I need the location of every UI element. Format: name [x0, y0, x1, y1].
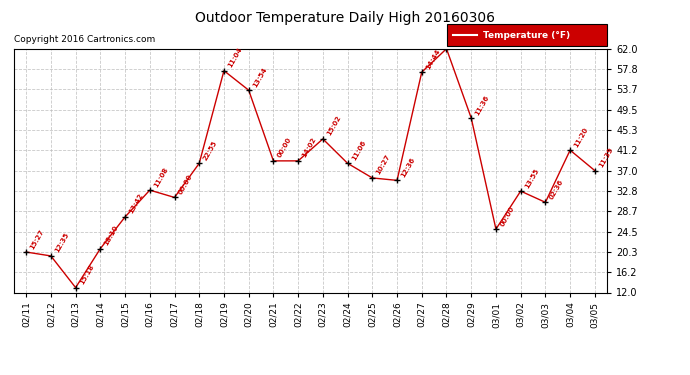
Text: Temperature (°F): Temperature (°F): [482, 31, 570, 40]
Text: 00:00: 00:00: [499, 205, 515, 227]
Text: 10:27: 10:27: [375, 154, 391, 176]
Text: 00:00: 00:00: [277, 136, 293, 159]
Text: 11:20: 11:20: [573, 126, 589, 148]
Text: 12:35: 12:35: [54, 232, 70, 254]
Text: 14:02: 14:02: [301, 136, 317, 159]
Text: 02:36: 02:36: [549, 178, 564, 200]
Text: 12:36: 12:36: [400, 156, 416, 178]
Text: 15:02: 15:02: [326, 115, 342, 137]
Text: 13:42: 13:42: [128, 193, 144, 215]
Text: 15:27: 15:27: [29, 228, 46, 250]
Text: 11:36: 11:36: [474, 94, 491, 116]
Text: Copyright 2016 Cartronics.com: Copyright 2016 Cartronics.com: [14, 35, 155, 44]
Text: 14:44: 14:44: [425, 48, 441, 70]
Text: 11:06: 11:06: [351, 139, 367, 161]
Text: 11:39: 11:39: [598, 146, 614, 169]
Text: 22:55: 22:55: [202, 140, 218, 161]
Text: 11:04: 11:04: [227, 46, 244, 69]
Text: 11:08: 11:08: [152, 166, 169, 188]
Text: 00:00: 00:00: [177, 173, 194, 195]
Text: 12:44: 12:44: [449, 24, 466, 47]
Text: 13:54: 13:54: [252, 66, 268, 88]
Text: 13:55: 13:55: [524, 167, 540, 189]
Text: 18:10: 18:10: [104, 224, 119, 247]
Text: Outdoor Temperature Daily High 20160306: Outdoor Temperature Daily High 20160306: [195, 11, 495, 25]
Text: 15:18: 15:18: [79, 264, 95, 286]
FancyBboxPatch shape: [447, 24, 607, 46]
